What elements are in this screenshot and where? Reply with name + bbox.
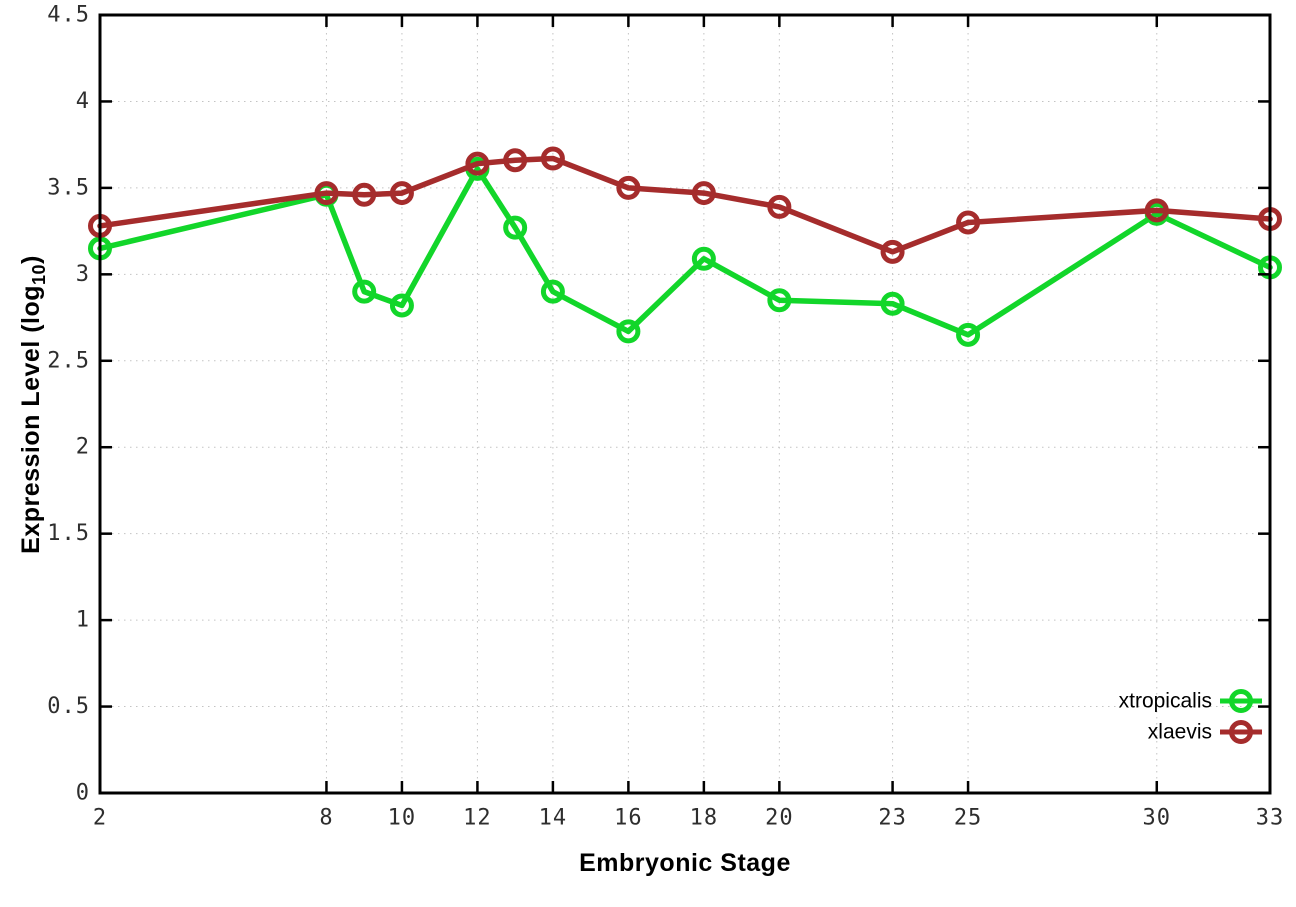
x-tick-label-2: 2 — [93, 806, 107, 831]
data-point-xlaevis-stage-25 — [956, 210, 981, 235]
x-tick-label-18: 18 — [690, 806, 719, 831]
x-tick-label-30: 30 — [1143, 806, 1172, 831]
legend: xtropicalis xlaevis — [1119, 689, 1262, 744]
series-line-xtropicalis — [97, 166, 1273, 338]
data-point-xlaevis-stage-16 — [616, 175, 641, 200]
x-tick-label-25: 25 — [954, 806, 983, 831]
tick-marks — [98, 13, 1272, 795]
data-point-xtropicalis-stage-18 — [691, 246, 716, 271]
data-point-xtropicalis-stage-20 — [767, 288, 792, 313]
y-tick-label-0.5: 0.5 — [47, 694, 90, 719]
data-point-xtropicalis-stage-14 — [540, 279, 565, 304]
x-tick-label-14: 14 — [539, 806, 568, 831]
data-point-xlaevis-stage-30 — [1144, 198, 1169, 223]
x-tick-label-23: 23 — [878, 806, 907, 831]
legend-label-xtropicalis: xtropicalis — [1119, 690, 1212, 713]
legend-label-xlaevis: xlaevis — [1148, 721, 1212, 744]
x-tick-label-10: 10 — [388, 806, 417, 831]
y-tick-label-3: 3 — [76, 262, 90, 287]
legend-sample-marker-xtropicalis — [1229, 689, 1253, 713]
data-point-xtropicalis-stage-9 — [352, 279, 377, 304]
data-point-xlaevis-stage-20 — [767, 194, 792, 219]
data-point-xtropicalis-stage-13 — [503, 215, 528, 240]
x-tick-label-16: 16 — [614, 806, 643, 831]
y-tick-label-4: 4 — [76, 89, 90, 114]
legend-sample-marker-xlaevis — [1229, 720, 1253, 744]
y-tick-label-1: 1 — [76, 608, 90, 633]
data-point-xlaevis-stage-23 — [880, 239, 905, 264]
data-point-xtropicalis-stage-10 — [389, 293, 414, 318]
data-point-xlaevis-stage-8 — [314, 181, 339, 206]
series-xtropicalis — [88, 156, 1282, 347]
data-point-xlaevis-stage-10 — [389, 181, 414, 206]
plot-border — [98, 13, 1272, 795]
y-tick-label-4.5: 4.5 — [47, 3, 90, 28]
x-tick-label-33: 33 — [1256, 806, 1285, 831]
data-point-xlaevis-stage-14 — [540, 146, 565, 171]
x-tick-label-8: 8 — [319, 806, 333, 831]
x-tick-label-20: 20 — [765, 806, 794, 831]
grid-lines — [100, 15, 1270, 793]
data-point-xlaevis-stage-13 — [503, 148, 528, 173]
y-tick-label-2.5: 2.5 — [47, 348, 90, 373]
data-point-xlaevis-stage-9 — [352, 182, 377, 207]
data-point-xtropicalis-stage-23 — [880, 291, 905, 316]
series-line-xlaevis — [97, 155, 1273, 255]
data-point-xlaevis-stage-12 — [465, 151, 490, 176]
y-tick-label-0: 0 — [76, 781, 90, 806]
y-tick-label-3.5: 3.5 — [47, 175, 90, 200]
data-point-xtropicalis-stage-25 — [956, 322, 981, 347]
series-xlaevis — [88, 146, 1282, 264]
y-tick-label-1.5: 1.5 — [47, 521, 90, 546]
data-point-xtropicalis-stage-16 — [616, 319, 641, 344]
data-point-xlaevis-stage-18 — [691, 181, 716, 206]
x-tick-label-12: 12 — [463, 806, 492, 831]
y-tick-label-2: 2 — [76, 435, 90, 460]
